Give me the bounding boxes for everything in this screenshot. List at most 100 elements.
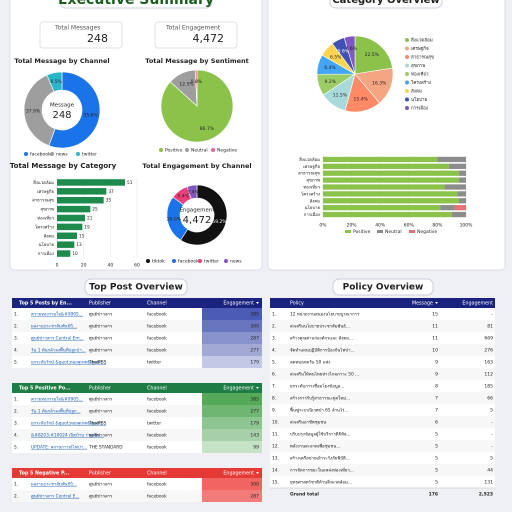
table-header <box>270 298 495 308</box>
y-tick-label: สุขภาพ <box>306 178 320 184</box>
table-row <box>270 368 495 380</box>
table-header <box>12 298 262 308</box>
bar <box>57 250 71 257</box>
table-cell: สร้างเครือข่ายเฝ้าระวังภัยพิบัติ... <box>290 456 350 462</box>
table-cell: 185 <box>484 384 493 390</box>
table-cell: 10. <box>272 420 279 426</box>
chart-title: Total Engagement by Channel <box>142 162 251 170</box>
value-label: 15 <box>79 233 85 239</box>
table-cell: 163 <box>484 360 493 366</box>
table-cell: 11 <box>432 324 438 330</box>
legend-label: twitter <box>204 259 219 265</box>
table-header <box>12 468 262 478</box>
slice-label: 6.5% <box>330 54 342 60</box>
bar-segment <box>323 163 449 169</box>
slice-label: 26.0% <box>167 217 182 223</box>
title-pill <box>329 0 443 9</box>
bar-segment <box>323 177 459 183</box>
legend-marker <box>405 46 409 51</box>
scorecard-label: Total Messages <box>54 25 100 32</box>
bar-segment <box>323 205 441 211</box>
table-cell: ควายทองร่วมใจ&#9905... <box>31 397 83 403</box>
column-header: Top 5 Posts by En... <box>19 301 72 307</box>
engagement-value: 179 <box>250 421 259 427</box>
total-value: 176 <box>429 492 438 498</box>
table-cell: 4. <box>14 348 18 354</box>
table-cell: 276 <box>484 348 493 354</box>
table-cell: 5 <box>490 408 493 414</box>
pie-slice <box>48 71 101 149</box>
table-cell: 7 <box>435 396 438 402</box>
table-cell: ยกระดับการเชื่อมโยงข้อมูล... <box>290 383 344 390</box>
table-row <box>12 417 262 429</box>
section-title: Top Post Overview <box>89 283 183 293</box>
slice-label: 9.2% <box>325 79 337 85</box>
x-tick-label: 80% <box>432 223 443 229</box>
table-cell: 81 <box>487 324 493 330</box>
value-label: 25 <box>92 207 98 213</box>
slice-label: 59.2% <box>212 219 227 225</box>
table-row <box>270 356 495 368</box>
table-cell: 10 <box>432 348 438 354</box>
table-cell: ศูนย์ข่าวสาร <box>89 433 113 439</box>
y-tick-label: นโยบาย <box>39 241 55 248</box>
column-header: Channel <box>147 471 167 477</box>
table-cell: สร้างคุณค่าแก่องค์กรและ สังคม... <box>290 336 353 342</box>
column-header: Channel <box>147 301 167 307</box>
table-cell: 2. <box>14 494 18 500</box>
table-cell: facebook <box>147 397 167 403</box>
pie-slice <box>194 69 198 107</box>
sort-icon <box>256 387 259 389</box>
x-tick-label: 60% <box>404 223 415 229</box>
legend-label: Neutral <box>191 148 208 154</box>
column-header: Engagement <box>223 386 254 392</box>
section-pill <box>332 278 434 296</box>
table-cell: ส่งเสริมให้คนไทยห่างไกลภาวะ 50 ... <box>290 372 359 378</box>
table-cell: twitter <box>147 360 161 366</box>
y-tick-label: สิ่งแวดล้อม <box>299 156 320 163</box>
section-pill <box>84 278 188 296</box>
table-row <box>12 356 262 368</box>
table-row <box>270 428 495 440</box>
table-header <box>12 383 262 393</box>
total-label: Grand total <box>290 492 319 498</box>
table-cell: 13. <box>272 456 279 462</box>
slice-label: 15.4% <box>353 97 368 103</box>
bar-segment <box>437 156 466 163</box>
engagement-cell <box>202 478 262 490</box>
bar-segment <box>440 205 455 211</box>
column-header: Engagement <box>223 301 254 307</box>
table-cell: UPDATE: สถานการณ์ไฟป่า... <box>31 445 87 451</box>
bar <box>57 188 107 195</box>
engagement-cell <box>202 356 262 368</box>
pie-slice <box>354 35 393 75</box>
y-tick-label: เศรษฐกิจ <box>37 189 54 195</box>
value-label: 51 <box>127 180 133 186</box>
table-row <box>270 476 495 488</box>
chart-title: Total Message by Category <box>10 162 117 170</box>
y-tick-label: เศรษฐกิจ <box>303 164 320 170</box>
center-value: 248 <box>52 110 71 121</box>
y-tick-label: สิ่งแวดล้อม <box>33 179 54 186</box>
legend-label: สังคม <box>411 89 422 95</box>
table-cell: 15. <box>272 480 279 486</box>
slice-label: 5.4% <box>187 189 199 195</box>
legend-marker <box>172 259 176 263</box>
table-cell: facebook <box>147 494 167 500</box>
engagement-value: 287 <box>250 494 259 500</box>
scorecard-value: 4,472 <box>193 32 225 45</box>
table-cell: 44 <box>487 468 493 474</box>
table-cell: 6. <box>272 372 276 378</box>
value-label: 35 <box>106 198 112 204</box>
column-header: Publisher <box>89 301 111 307</box>
sort-icon <box>256 302 259 304</box>
value-label: 37 <box>108 189 114 195</box>
total-value: 2,523 <box>479 492 493 498</box>
legend-marker <box>185 148 189 152</box>
table-cell: ศูนย์ข่าวสาร Central Em... <box>31 336 84 342</box>
column-header: Publisher <box>89 471 111 477</box>
engagement-cell <box>202 344 262 356</box>
legend-label: Positive <box>353 229 371 235</box>
x-tick-label: 0 <box>56 263 59 269</box>
y-tick-label: การเมือง <box>304 212 320 218</box>
